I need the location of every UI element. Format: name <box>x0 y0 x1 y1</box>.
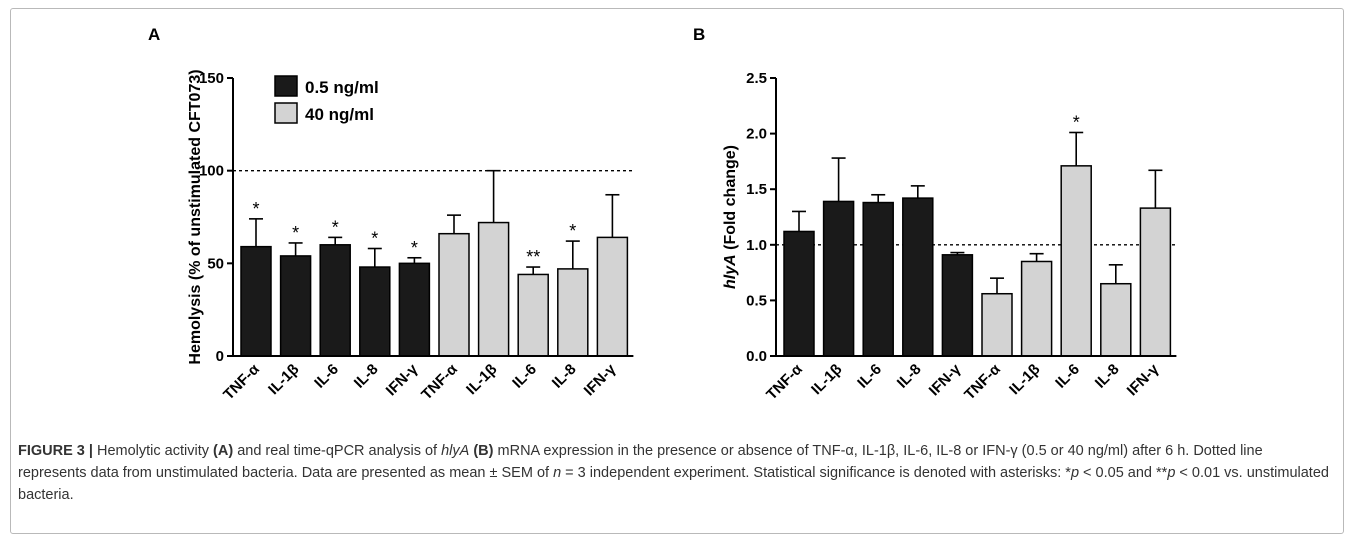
panel-b-y-tick-label: 2.0 <box>746 126 767 143</box>
panel-a-x-tick-label: IFN-γ <box>383 360 422 399</box>
panel-a-x-tick-label: IL-1β <box>463 361 500 398</box>
figure-caption: FIGURE 3 | Hemolytic activity (A) and re… <box>18 440 1334 506</box>
panel-a-x-tick-label: IL-8 <box>351 361 382 392</box>
panel-a-y-tick-label: 150 <box>199 70 224 87</box>
panel-b-x-tick-label: IFN-γ <box>1124 360 1163 399</box>
panel-b-y-tick-label: 1.0 <box>746 237 767 254</box>
caption-text-1: Hemolytic activity <box>92 443 214 459</box>
panel-b-x-tick-label: IL-6 <box>854 361 885 392</box>
panel-b-y-axis-label: hlyA (Fold change) <box>722 145 739 289</box>
panel-b-y-tick-label: 0.0 <box>746 348 767 365</box>
panel-a-bar <box>279 255 312 357</box>
caption-gene-name: hlyA <box>441 443 470 459</box>
panel-b-x-tick-label: IL-6 <box>1052 361 1083 392</box>
caption-text-6: < 0.01 vs. unstimulated bacteria. <box>18 465 1329 503</box>
panel-a-y-tick-label: 50 <box>207 255 224 272</box>
caption-text-3: mRNA expression in the presence or absen… <box>18 443 1263 481</box>
panel-b-x-tick-label: IL-1β <box>808 361 845 398</box>
panel-b-bar <box>1100 282 1132 357</box>
panel-b-bar <box>1139 207 1172 357</box>
panel-a-significance-marker: * <box>252 199 259 219</box>
panel-a-panel-label: A <box>148 25 160 44</box>
panel-b-significance-marker: * <box>1073 112 1080 132</box>
panel-b-bar <box>822 200 855 357</box>
panel-b-panel-label: B <box>693 25 705 44</box>
panel-b-bar <box>862 201 894 357</box>
panel-a-x-tick-label: IL-6 <box>311 361 342 392</box>
legend-swatch <box>274 102 298 124</box>
panel-a-significance-marker: * <box>332 217 339 237</box>
caption-panel-b-ref: (B) <box>469 443 494 459</box>
panel-a-significance-marker: * <box>569 221 576 241</box>
panel-b-x-tick-label: TNF-α <box>961 360 1004 403</box>
panel-a-y-axis-label: Hemolysis (% of unstimulated CFT073) <box>187 69 204 364</box>
panel-a-x-tick-label: IL-8 <box>549 361 580 392</box>
panel-a-x-tick-label: TNF-α <box>418 360 461 403</box>
panel-b-x-tick-label: IL-8 <box>1092 361 1123 392</box>
panel-b-bar <box>981 292 1013 357</box>
caption-p-symbol-1: p <box>1070 465 1080 481</box>
panel-a-x-tick-label: IFN-γ <box>581 360 620 399</box>
panel-b-x-tick-label: IL-1β <box>1006 361 1043 398</box>
panel-a-bar <box>557 268 589 357</box>
panel-a-x-tick-label: IL-6 <box>509 361 540 392</box>
panel-a-bar <box>517 273 549 357</box>
panel-b-y-axis-label-italic: hlyA <box>722 254 739 289</box>
panel-a-x-tick-label: TNF-α <box>220 360 263 403</box>
caption-p-symbol-2: p <box>1167 465 1176 481</box>
panel-b-y-axis-label-rest: (Fold change) <box>722 145 739 254</box>
caption-text-4: = 3 independent experiment. Statistical … <box>561 465 1071 481</box>
caption-text-2: and real time-qPCR analysis of <box>233 443 442 459</box>
panel-a-x-tick-label: IL-1β <box>265 361 302 398</box>
caption-n-symbol: n <box>553 465 562 481</box>
legend-swatch <box>274 75 298 97</box>
panel-b-x-tick-label: TNF-α <box>763 360 806 403</box>
panel-b-y-tick-label: 1.5 <box>746 181 767 198</box>
panel-a-bar <box>359 266 391 357</box>
figure-frame <box>10 8 1344 534</box>
panel-a-bar <box>319 244 351 357</box>
panel-a-significance-marker: ** <box>526 247 540 267</box>
panel-a-y-tick-label: 0 <box>216 348 224 365</box>
panel-a-bar <box>596 236 629 357</box>
panel-b-bar <box>783 230 815 357</box>
panel-a-bar <box>240 245 272 357</box>
panel-b-bar <box>941 254 974 357</box>
caption-figure-label: FIGURE 3 | <box>18 443 93 459</box>
panel-b-x-tick-label: IFN-γ <box>926 360 965 399</box>
panel-b-bar <box>1060 165 1092 357</box>
legend-label: 0.5 ng/ml <box>305 78 379 97</box>
legend-label: 40 ng/ml <box>305 105 374 124</box>
panel-a-y-tick-label: 100 <box>199 163 224 180</box>
panel-b-bar <box>1020 260 1053 357</box>
panel-a-bar <box>398 262 431 357</box>
panel-a-significance-marker: * <box>371 229 378 249</box>
panel-a-bar <box>477 221 510 357</box>
panel-b-bar <box>902 197 934 357</box>
caption-text-5: < 0.05 and ** <box>1079 465 1168 481</box>
panel-b-y-tick-label: 2.5 <box>746 70 767 87</box>
panel-a-significance-marker: * <box>292 223 299 243</box>
panel-a-significance-marker: * <box>411 238 418 258</box>
panel-b-x-tick-label: IL-8 <box>894 361 925 392</box>
panel-b-y-tick-label: 0.5 <box>746 292 767 309</box>
caption-panel-a-ref: (A) <box>213 443 234 459</box>
panel-a-bar <box>438 232 470 357</box>
